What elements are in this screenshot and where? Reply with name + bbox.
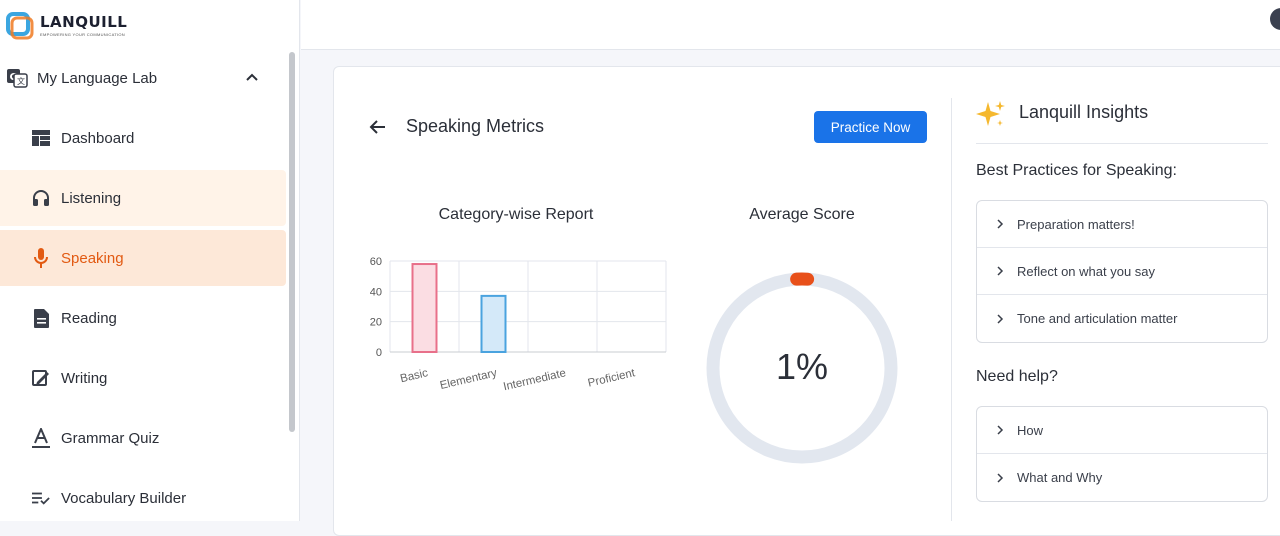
bar-elementary[interactable] <box>482 296 506 352</box>
accordion-item-label: What and Why <box>1017 470 1102 485</box>
insights-divider <box>976 143 1268 144</box>
accordion-item-label: Preparation matters! <box>1017 217 1135 232</box>
average-score-title: Average Score <box>702 206 902 224</box>
y-tick-label: 20 <box>370 317 382 329</box>
app-logo[interactable]: LANQUILL EMPOWERING YOUR COMMUNICATION <box>6 10 127 40</box>
accordion-item[interactable]: Tone and articulation matter <box>977 295 1267 342</box>
y-tick-label: 40 <box>370 286 382 298</box>
help-accordion: How What and Why <box>976 406 1268 502</box>
sidebar-item-label: Grammar Quiz <box>61 430 159 447</box>
headphones-icon <box>32 188 50 208</box>
panel-divider <box>951 98 952 521</box>
accordion-item-label: Tone and articulation matter <box>1017 311 1177 326</box>
lanquill-logo-icon <box>6 10 34 40</box>
x-tick-label: Intermediate <box>502 367 567 393</box>
top-bar <box>301 0 1280 50</box>
practice-now-button[interactable]: Practice Now <box>814 111 927 143</box>
section-label: My Language Lab <box>37 70 157 87</box>
x-tick-label: Proficient <box>587 367 637 390</box>
accordion-item-label: How <box>1017 423 1043 438</box>
sidebar-item-label: Writing <box>61 370 107 387</box>
best-practices-accordion: Preparation matters! Reflect on what you… <box>976 200 1268 343</box>
x-tick-label: Basic <box>399 367 429 385</box>
chart-title: Category-wise Report <box>400 206 632 224</box>
sidebar-item-writing[interactable]: Writing <box>0 350 286 406</box>
average-score-value: 1% <box>776 346 828 387</box>
app-name: LANQUILL <box>40 13 127 31</box>
accordion-item[interactable]: What and Why <box>977 454 1267 501</box>
accordion-item[interactable]: Preparation matters! <box>977 201 1267 248</box>
sidebar-item-dashboard[interactable]: Dashboard <box>0 110 286 166</box>
accordion-item[interactable]: Reflect on what you say <box>977 248 1267 295</box>
sidebar-item-vocabulary-builder[interactable]: Vocabulary Builder <box>0 470 286 526</box>
checklist-icon <box>32 488 50 508</box>
sidebar-item-label: Vocabulary Builder <box>61 490 186 507</box>
need-help-heading: Need help? <box>976 368 1058 386</box>
y-tick-label: 0 <box>376 347 382 359</box>
chevron-right-icon <box>995 425 1005 435</box>
sidebar-scrollbar[interactable] <box>289 52 295 432</box>
back-arrow-icon[interactable] <box>368 117 388 137</box>
accordion-item-label: Reflect on what you say <box>1017 264 1155 279</box>
chevron-right-icon <box>995 266 1005 276</box>
text-format-icon <box>32 428 50 448</box>
sidebar-item-label: Speaking <box>61 250 124 267</box>
chevron-up-icon[interactable] <box>244 69 260 85</box>
page-title: Speaking Metrics <box>406 116 544 137</box>
sidebar-item-label: Listening <box>61 190 121 207</box>
app-tagline: EMPOWERING YOUR COMMUNICATION <box>40 32 127 37</box>
translate-icon: G 文 <box>6 67 28 89</box>
sidebar-item-reading[interactable]: Reading <box>0 290 286 346</box>
accordion-item[interactable]: How <box>977 407 1267 454</box>
document-icon <box>32 308 50 328</box>
sidebar-item-grammar-quiz[interactable]: Grammar Quiz <box>0 410 286 466</box>
svg-text:文: 文 <box>17 76 25 86</box>
chevron-right-icon <box>995 314 1005 324</box>
chevron-right-icon <box>995 473 1005 483</box>
writing-icon <box>32 368 50 388</box>
sidebar-item-listening[interactable]: Listening <box>0 170 286 226</box>
sidebar-item-label: Reading <box>61 310 117 327</box>
microphone-icon <box>32 248 50 268</box>
dashboard-icon <box>32 128 50 148</box>
average-score-gauge: 1% <box>702 264 902 470</box>
y-tick-label: 60 <box>370 256 382 268</box>
sparkles-icon <box>976 100 1006 128</box>
sidebar-item-speaking[interactable]: Speaking <box>0 230 286 286</box>
sidebar-item-label: Dashboard <box>61 130 134 147</box>
x-tick-label: Elementary <box>439 367 499 392</box>
section-my-language-lab[interactable]: G 文 My Language Lab <box>0 58 280 98</box>
bar-basic[interactable] <box>413 264 437 352</box>
sidebar: LANQUILL EMPOWERING YOUR COMMUNICATION G… <box>0 0 300 521</box>
insights-title: Lanquill Insights <box>1019 102 1148 123</box>
chevron-right-icon <box>995 219 1005 229</box>
best-practices-heading: Best Practices for Speaking: <box>976 162 1177 180</box>
